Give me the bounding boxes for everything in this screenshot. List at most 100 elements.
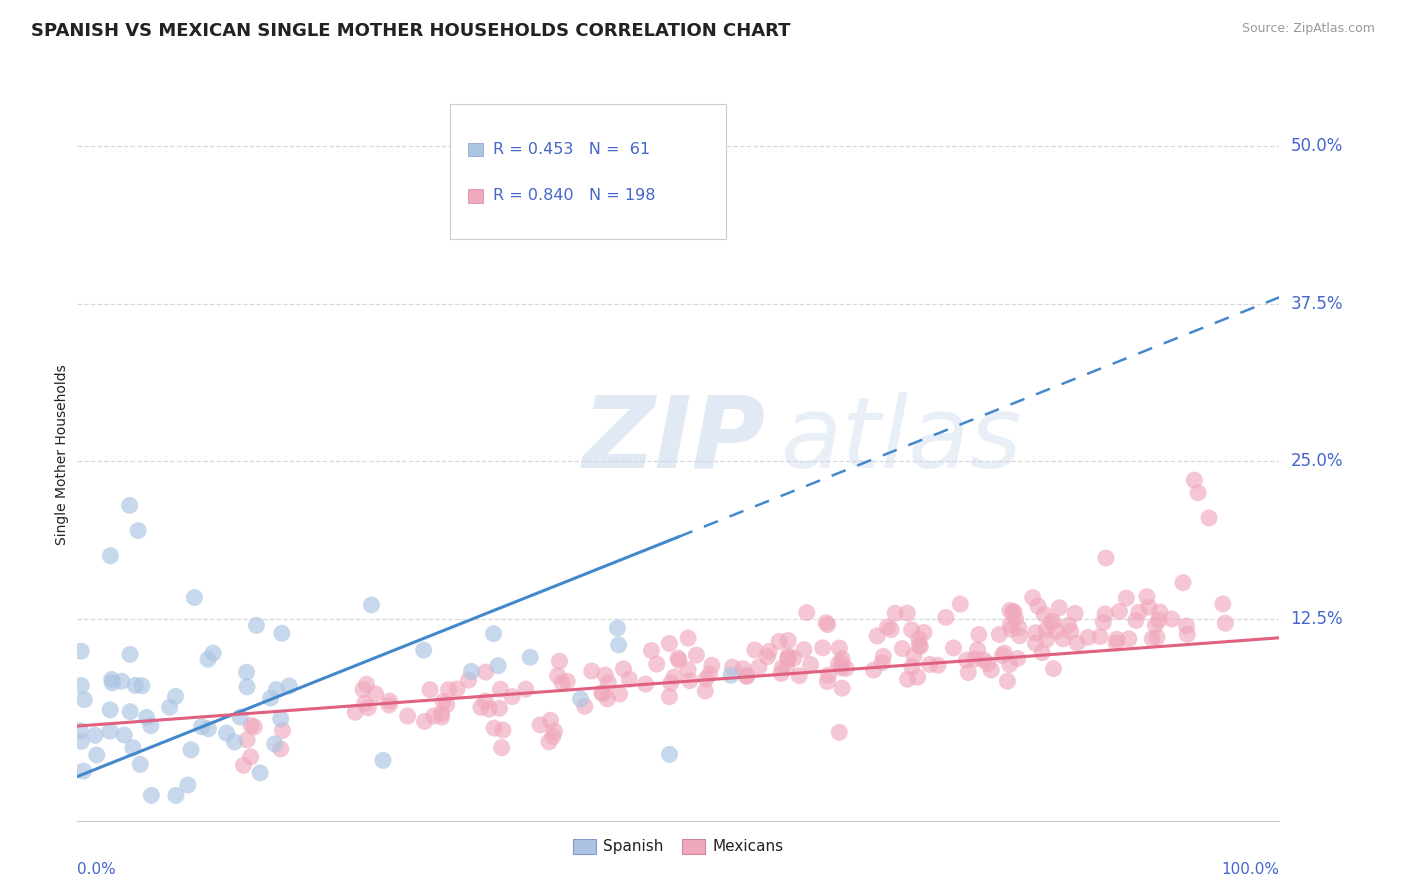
Point	[811, 640, 834, 655]
Text: 50.0%: 50.0%	[1291, 137, 1343, 155]
Point	[645, 657, 668, 672]
Point	[478, 702, 501, 716]
Point	[111, 674, 134, 689]
Point	[1128, 605, 1150, 619]
Point	[422, 709, 444, 723]
Point	[872, 649, 894, 664]
Point	[1092, 615, 1115, 630]
Point	[815, 615, 838, 630]
Point	[884, 606, 907, 620]
Point	[1047, 600, 1070, 615]
Point	[1004, 612, 1026, 626]
Point	[482, 626, 505, 640]
Point	[70, 734, 93, 748]
Point	[131, 679, 153, 693]
Point	[538, 713, 561, 727]
Point	[997, 674, 1019, 689]
Point	[609, 687, 631, 701]
Point	[1215, 616, 1237, 631]
Point	[1149, 605, 1171, 619]
Point	[735, 669, 758, 683]
Point	[240, 718, 263, 732]
Point	[486, 658, 509, 673]
Point	[993, 646, 1015, 660]
Point	[470, 700, 492, 714]
Point	[245, 618, 267, 632]
Point	[419, 682, 441, 697]
Point	[236, 732, 259, 747]
Point	[721, 660, 744, 674]
Text: ZIP: ZIP	[582, 392, 765, 489]
Point	[866, 629, 889, 643]
Point	[271, 723, 294, 738]
Point	[112, 728, 135, 742]
Point	[197, 722, 219, 736]
Point	[658, 747, 681, 762]
Point	[165, 789, 187, 803]
Point	[446, 681, 468, 696]
Point	[352, 682, 374, 697]
Point	[482, 721, 505, 735]
Point	[891, 641, 914, 656]
Point	[215, 726, 238, 740]
Point	[73, 692, 96, 706]
Point	[1042, 662, 1064, 676]
Point	[828, 640, 851, 655]
Point	[101, 676, 124, 690]
Point	[224, 735, 246, 749]
Point	[69, 723, 91, 738]
Point	[1033, 607, 1056, 622]
Point	[1160, 612, 1182, 626]
Point	[353, 697, 375, 711]
Point	[700, 658, 723, 673]
Point	[606, 621, 628, 635]
Point	[457, 673, 479, 687]
Point	[658, 690, 681, 704]
Point	[129, 757, 152, 772]
Point	[927, 658, 949, 673]
Point	[596, 691, 619, 706]
Point	[935, 610, 957, 624]
Point	[491, 740, 513, 755]
FancyBboxPatch shape	[468, 189, 484, 202]
Point	[529, 718, 551, 732]
Text: 25.0%: 25.0%	[1291, 452, 1343, 470]
Point	[817, 617, 839, 632]
Point	[1007, 651, 1029, 665]
Point	[165, 690, 187, 704]
Point	[870, 656, 893, 670]
Point	[991, 648, 1014, 663]
Point	[1136, 590, 1159, 604]
Legend: Spanish, Mexicans: Spanish, Mexicans	[567, 833, 790, 861]
Point	[541, 730, 564, 744]
Point	[831, 681, 853, 696]
Point	[998, 657, 1021, 672]
Point	[1024, 625, 1046, 640]
Point	[778, 651, 800, 665]
Point	[770, 661, 793, 675]
Point	[735, 668, 758, 682]
Point	[1198, 511, 1220, 525]
Point	[756, 649, 779, 664]
Point	[488, 701, 510, 715]
Point	[912, 625, 935, 640]
Point	[356, 677, 378, 691]
Point	[474, 694, 496, 708]
Point	[896, 606, 918, 620]
Point	[800, 657, 823, 672]
Point	[118, 499, 141, 513]
Point	[827, 657, 849, 672]
Point	[880, 623, 903, 637]
Text: 0.0%: 0.0%	[77, 863, 117, 878]
Point	[1118, 632, 1140, 646]
Point	[817, 674, 839, 689]
Point	[1060, 624, 1083, 639]
Point	[676, 631, 699, 645]
Point	[1008, 629, 1031, 643]
Point	[1042, 615, 1064, 629]
Point	[100, 549, 122, 563]
Point	[862, 663, 884, 677]
Point	[1057, 618, 1080, 632]
Point	[135, 710, 157, 724]
Point	[344, 705, 367, 719]
